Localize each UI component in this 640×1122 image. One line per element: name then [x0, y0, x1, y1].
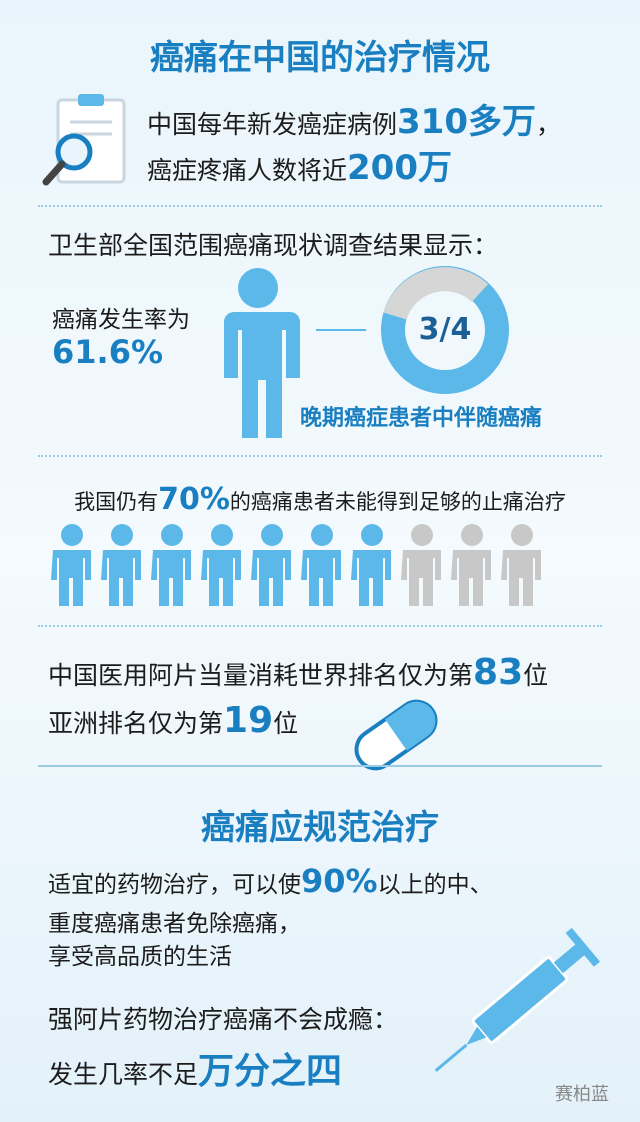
- highlight: 310多万: [397, 102, 536, 142]
- caption: 晚期癌症患者中伴随癌痛: [300, 406, 543, 431]
- section-title: 癌痛应规范治疗: [201, 808, 439, 848]
- text: 位: [273, 709, 299, 738]
- text: 的癌痛患者未能得到足够的止痛治疗: [229, 490, 566, 514]
- stat-line: 癌症疼痛人数将近200万: [147, 140, 452, 189]
- paragraph-line: 适宜的药物治疗，可以使90%以上的中、: [48, 862, 493, 900]
- person-icon: [224, 268, 300, 438]
- highlight: 万分之四: [198, 1051, 343, 1092]
- text: 亚洲排名仅为第: [48, 709, 224, 738]
- text: 适宜的药物治疗，可以使: [48, 872, 301, 898]
- text: 发生几率不足: [48, 1060, 199, 1089]
- ratio: 3/4: [418, 312, 472, 347]
- person-icon: [351, 524, 391, 606]
- separator: [38, 455, 602, 457]
- value: 61.6%: [52, 333, 164, 371]
- donut-icon: [381, 266, 509, 394]
- highlight: 200万: [347, 148, 452, 188]
- stat-line: 亚洲排名仅为第19位: [48, 700, 298, 741]
- person-icon: [301, 524, 341, 606]
- stat-line: 中国每年新发癌症病例310多万，: [147, 94, 561, 143]
- person-icon: [451, 524, 491, 606]
- stat-line: 中国医用阿片当量消耗世界排名仅为第83位: [48, 652, 548, 693]
- text: 中国每年新发癌症病例: [147, 110, 398, 139]
- person-icon: [201, 524, 241, 606]
- text: ，: [536, 110, 562, 139]
- person-icon: [101, 524, 141, 606]
- watermark: 赛柏蓝: [555, 1084, 609, 1105]
- separator: [38, 765, 602, 767]
- paragraph-line: 享受高品质的生活: [48, 944, 232, 970]
- clipboard-icon: [42, 94, 126, 186]
- section-title: 癌痛在中国的治疗情况: [150, 38, 490, 78]
- highlight: 70%: [158, 482, 230, 517]
- person-icon: [51, 524, 91, 606]
- paragraph-line: 发生几率不足万分之四: [48, 1042, 342, 1094]
- text: 中国医用阿片当量消耗世界排名仅为第: [48, 661, 474, 690]
- separator: [38, 625, 602, 627]
- text: 位: [523, 661, 549, 690]
- stat-line: 我国仍有70%的癌痛患者未能得到足够的止痛治疗: [0, 482, 640, 517]
- text: 以上的中、: [377, 872, 493, 898]
- person-icon: [151, 524, 191, 606]
- separator: [38, 205, 602, 207]
- person-icon: [501, 524, 541, 606]
- heading: 卫生部全国范围癌痛现状调查结果显示：: [48, 231, 499, 260]
- highlight: 90%: [301, 862, 378, 900]
- person-icon: [401, 524, 441, 606]
- text: 癌症疼痛人数将近: [147, 156, 348, 185]
- highlight: 19: [223, 700, 274, 741]
- person-icon: [251, 524, 291, 606]
- label: 癌痛发生率为: [52, 307, 190, 333]
- paragraph-line: 重度癌痛患者免除癌痛，: [48, 911, 301, 937]
- syringe-icon: [434, 927, 601, 1072]
- highlight: 83: [473, 652, 524, 693]
- pill-icon: [354, 699, 438, 771]
- text: 我国仍有: [74, 490, 159, 514]
- paragraph-line: 强阿片药物治疗癌痛不会成瘾：: [48, 1005, 399, 1034]
